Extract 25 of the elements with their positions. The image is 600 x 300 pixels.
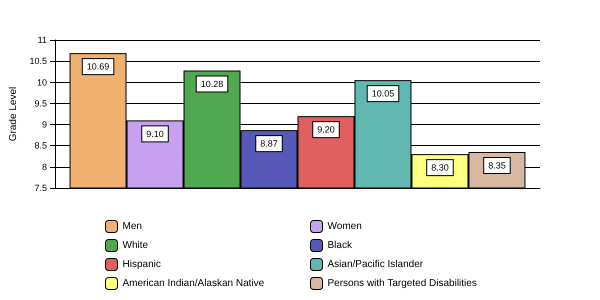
legend-label: Asian/Pacific Islander bbox=[328, 259, 424, 270]
legend-label: Women bbox=[328, 221, 362, 232]
legend-label: American Indian/Alaskan Native bbox=[122, 278, 265, 289]
legend-label: Black bbox=[328, 240, 353, 251]
data-label: 10.69 bbox=[86, 62, 110, 72]
y-tick-label: 8.5 bbox=[34, 140, 47, 151]
y-tick-label: 10 bbox=[36, 77, 47, 88]
y-tick-label: 8 bbox=[42, 162, 47, 172]
data-label: 8.30 bbox=[431, 162, 449, 173]
data-label: 10.28 bbox=[200, 78, 224, 89]
y-tick-label: 7.5 bbox=[34, 183, 47, 193]
data-label: 9.20 bbox=[317, 124, 335, 135]
y-tick-label: 10.5 bbox=[29, 56, 47, 66]
y-tick-label: 9 bbox=[42, 120, 47, 130]
y-tick-label: 11 bbox=[38, 35, 47, 45]
y-axis-title: Grade Level bbox=[8, 86, 20, 142]
legend-label: Persons with Targeted Disabilities bbox=[328, 278, 477, 289]
y-tick-label: 9.5 bbox=[34, 98, 47, 108]
data-label: 10.05 bbox=[372, 88, 394, 99]
legend-label: White bbox=[122, 240, 148, 251]
legend-label: Hispanic bbox=[122, 259, 161, 270]
data-label: 8.87 bbox=[260, 138, 278, 149]
legend-label: Men bbox=[122, 221, 142, 232]
data-label: 9.10 bbox=[146, 128, 164, 139]
data-label: 8.35 bbox=[488, 160, 506, 171]
